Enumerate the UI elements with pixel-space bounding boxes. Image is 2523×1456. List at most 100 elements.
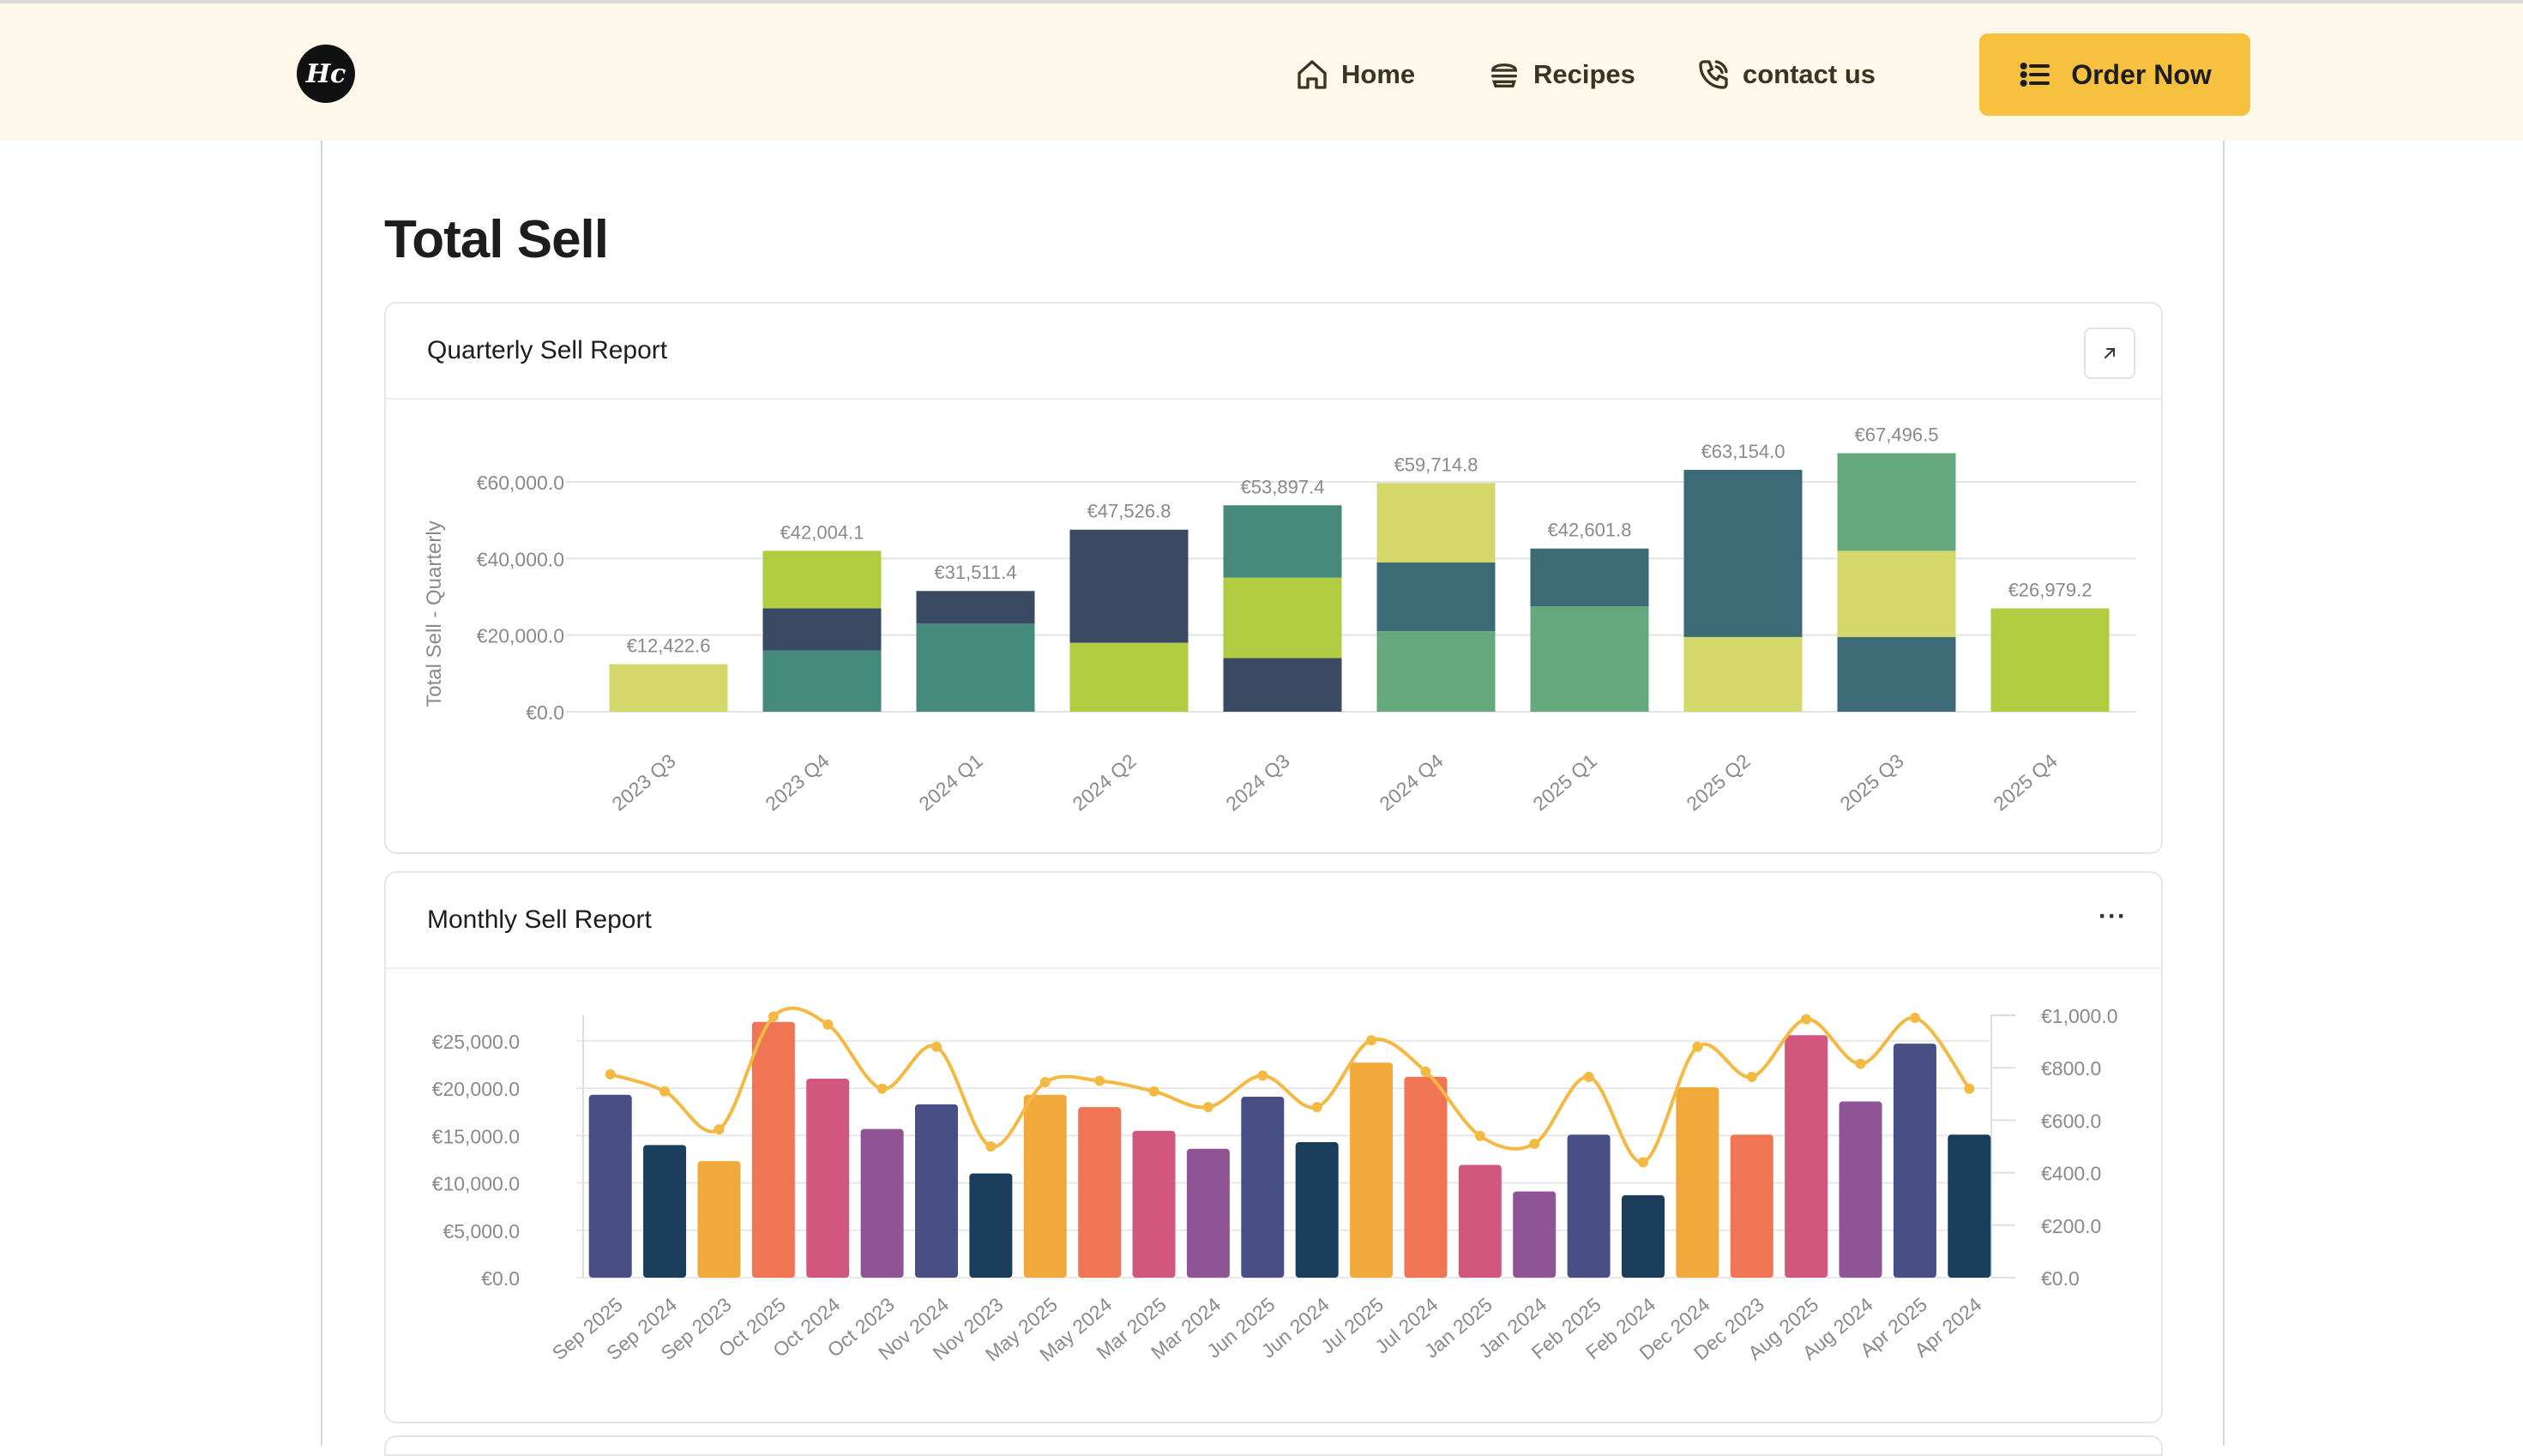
- bar-segment[interactable]: [762, 650, 882, 712]
- bar-segment[interactable]: [762, 551, 882, 609]
- trend-point[interactable]: [714, 1124, 725, 1135]
- monthly-bar[interactable]: [1513, 1191, 1557, 1278]
- monthly-bar[interactable]: [1295, 1142, 1339, 1278]
- trend-point[interactable]: [931, 1041, 942, 1052]
- bar-segment[interactable]: [1223, 505, 1342, 578]
- y-tick-label: €60,000.0: [477, 472, 564, 494]
- trend-point[interactable]: [1257, 1070, 1268, 1081]
- bar-segment[interactable]: [1683, 469, 1803, 637]
- monthly-bar[interactable]: [1893, 1044, 1936, 1278]
- monthly-bar[interactable]: [1404, 1076, 1448, 1278]
- monthly-bar[interactable]: [1676, 1086, 1719, 1278]
- monthly-card-header: Monthly Sell Report ···: [386, 873, 2161, 969]
- trend-point[interactable]: [985, 1141, 997, 1152]
- y2-tick-label: €800.0: [2041, 1057, 2101, 1080]
- monthly-bar[interactable]: [1078, 1107, 1122, 1278]
- trend-point[interactable]: [1909, 1013, 1920, 1024]
- trend-point[interactable]: [1638, 1157, 1648, 1168]
- monthly-bar[interactable]: [1785, 1035, 1828, 1278]
- next-card-edge: [384, 1435, 2163, 1456]
- trend-point[interactable]: [1094, 1075, 1105, 1086]
- y-tick-label: €15,000.0: [432, 1125, 520, 1147]
- trend-point[interactable]: [1420, 1066, 1431, 1077]
- monthly-bar[interactable]: [860, 1128, 904, 1278]
- monthly-bar[interactable]: [1839, 1101, 1882, 1278]
- trend-point[interactable]: [1148, 1086, 1159, 1097]
- trend-point[interactable]: [1311, 1102, 1322, 1113]
- y2-tick-label: €200.0: [2041, 1215, 2101, 1237]
- monthly-bar[interactable]: [1186, 1148, 1230, 1278]
- trend-point[interactable]: [876, 1083, 888, 1094]
- trend-point[interactable]: [1855, 1058, 1866, 1069]
- trend-point[interactable]: [768, 1011, 779, 1022]
- trend-point[interactable]: [1039, 1077, 1051, 1088]
- y-tick-label: €25,000.0: [432, 1031, 520, 1053]
- bar-segment[interactable]: [1223, 577, 1342, 659]
- trend-point[interactable]: [1746, 1071, 1757, 1082]
- trend-point[interactable]: [605, 1068, 616, 1080]
- monthly-bar[interactable]: [1458, 1164, 1502, 1278]
- monthly-bar[interactable]: [588, 1094, 632, 1278]
- bar-segment[interactable]: [1223, 658, 1342, 712]
- monthly-bar[interactable]: [806, 1079, 850, 1278]
- monthly-bar[interactable]: [751, 1021, 795, 1278]
- bar-segment[interactable]: [1837, 551, 1956, 637]
- trend-point[interactable]: [1964, 1083, 1975, 1094]
- bar-segment[interactable]: [1069, 529, 1189, 643]
- trend-point[interactable]: [1692, 1041, 1703, 1052]
- more-icon[interactable]: ···: [2098, 902, 2127, 930]
- monthly-bar[interactable]: [643, 1145, 687, 1278]
- bar-segment[interactable]: [762, 608, 882, 651]
- bar-segment[interactable]: [1376, 483, 1496, 563]
- monthly-bar[interactable]: [1567, 1134, 1611, 1278]
- nav-contact-label: contact us: [1743, 59, 1876, 89]
- bar-segment[interactable]: [1530, 606, 1649, 712]
- expand-arrow-icon: [2105, 348, 2115, 358]
- trend-point[interactable]: [1474, 1130, 1485, 1141]
- monthly-card-title: Monthly Sell Report: [427, 905, 652, 934]
- quarterly-chart: €0.0 €20,000.0 €40,000.0 €60,000.0 Total Sel…: [423, 424, 2135, 815]
- monthly-bar[interactable]: [1622, 1194, 1665, 1278]
- trend-point[interactable]: [1583, 1071, 1594, 1082]
- nav-recipes-link[interactable]: Recipes: [1487, 55, 1635, 94]
- bar-segment[interactable]: [1069, 642, 1189, 712]
- monthly-bar[interactable]: [1730, 1134, 1773, 1278]
- x-tick-label: 2023 Q3: [607, 749, 679, 815]
- trend-point[interactable]: [822, 1019, 834, 1030]
- nav-home-link[interactable]: Home: [1295, 55, 1415, 94]
- content-frame-right: [2223, 141, 2225, 1446]
- bar-segment[interactable]: [609, 664, 728, 712]
- bar-segment[interactable]: [1683, 636, 1803, 712]
- trend-point[interactable]: [1801, 1014, 1812, 1025]
- monthly-chart: €0.0 €5,000.0 €10,000.0 €15,000.0 €20,000.0 €…: [432, 1005, 2118, 1366]
- expand-button[interactable]: [2084, 328, 2135, 379]
- monthly-bar[interactable]: [1350, 1062, 1394, 1278]
- list-icon: [2020, 63, 2050, 87]
- y2-tick-label: €400.0: [2041, 1163, 2101, 1185]
- bar-segment[interactable]: [1837, 453, 1956, 551]
- bar-segment[interactable]: [916, 623, 1035, 712]
- y-tick-label: €20,000.0: [477, 625, 564, 647]
- monthly-bar[interactable]: [1948, 1134, 1991, 1278]
- monthly-bar[interactable]: [1241, 1097, 1285, 1278]
- trend-point[interactable]: [1529, 1138, 1540, 1149]
- brand-logo[interactable]: Hc: [297, 45, 355, 103]
- trend-point[interactable]: [1366, 1035, 1377, 1046]
- trend-point[interactable]: [1202, 1102, 1213, 1113]
- y-tick-label: €40,000.0: [477, 548, 564, 570]
- monthly-bar[interactable]: [697, 1161, 741, 1278]
- monthly-bar[interactable]: [969, 1173, 1013, 1278]
- bar-segment[interactable]: [1837, 636, 1956, 712]
- x-tick-label: 2025 Q2: [1682, 749, 1754, 815]
- monthly-bar[interactable]: [1023, 1094, 1067, 1278]
- bar-segment[interactable]: [1990, 608, 2110, 712]
- bar-segment[interactable]: [916, 591, 1035, 624]
- bar-segment[interactable]: [1376, 562, 1496, 632]
- monthly-bar[interactable]: [915, 1104, 958, 1278]
- bar-segment[interactable]: [1530, 548, 1649, 607]
- monthly-bar[interactable]: [1132, 1130, 1176, 1278]
- order-now-button[interactable]: Order Now: [1979, 33, 2250, 116]
- bar-segment[interactable]: [1376, 631, 1496, 712]
- trend-point[interactable]: [659, 1086, 671, 1097]
- nav-contact-link[interactable]: contact us: [1696, 55, 1876, 94]
